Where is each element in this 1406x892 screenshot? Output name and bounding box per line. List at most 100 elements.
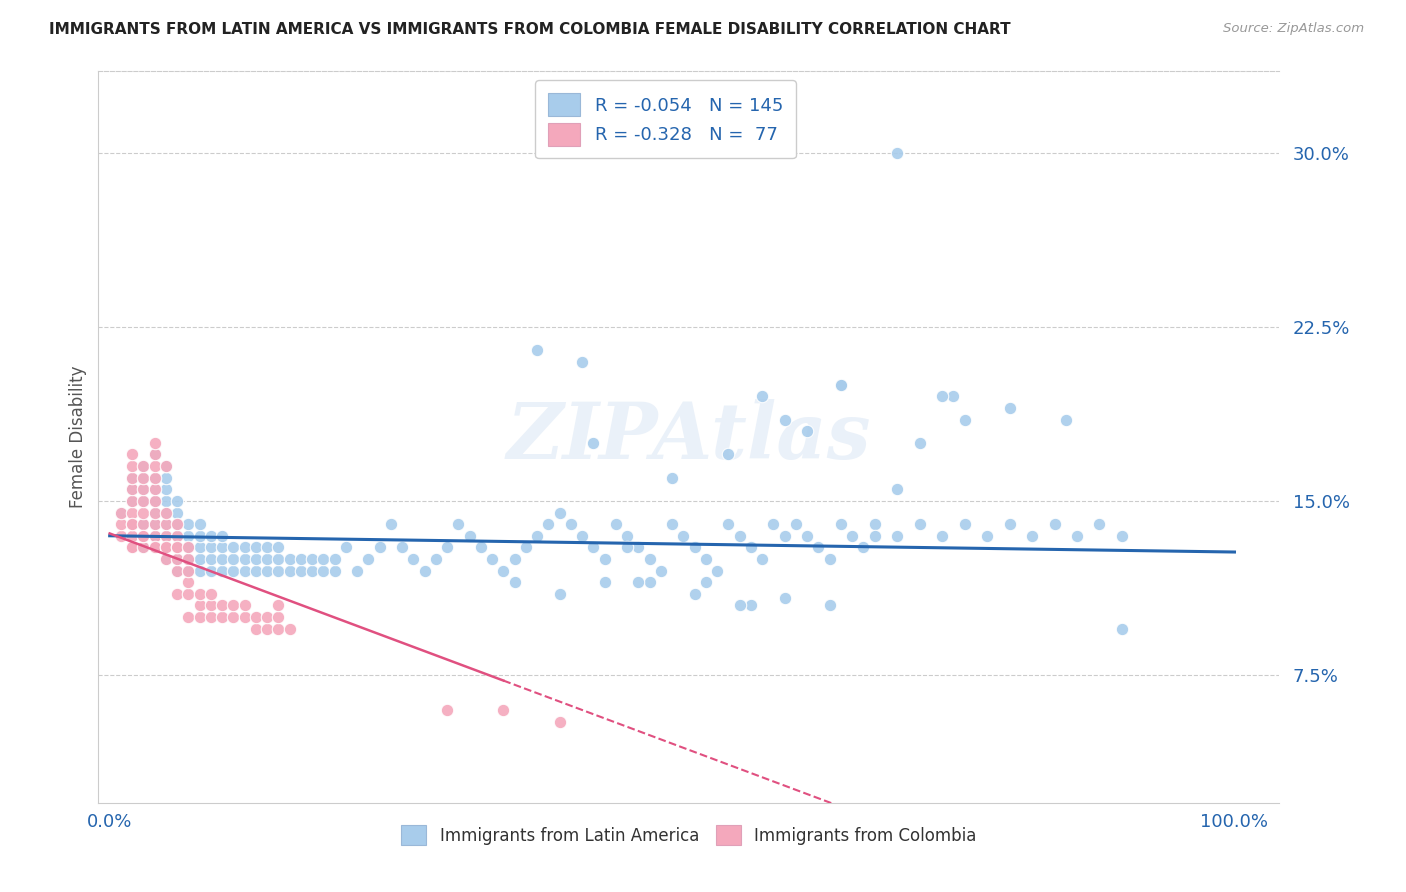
Point <box>638 575 661 590</box>
Point <box>807 541 830 555</box>
Point <box>818 599 841 613</box>
Point <box>155 483 177 497</box>
Point <box>166 564 188 578</box>
Point <box>312 564 335 578</box>
Point <box>267 541 290 555</box>
Point <box>425 552 447 566</box>
Point <box>222 541 245 555</box>
Point <box>773 591 796 606</box>
Text: ZIPAtlas: ZIPAtlas <box>506 399 872 475</box>
Point <box>503 552 526 566</box>
Point <box>391 541 413 555</box>
Point <box>121 506 143 520</box>
Point <box>132 494 155 508</box>
Point <box>166 529 188 543</box>
Point <box>908 436 931 450</box>
Point <box>166 541 188 555</box>
Point <box>481 552 503 566</box>
Point <box>548 587 571 601</box>
Point <box>852 541 875 555</box>
Point <box>121 471 143 485</box>
Point <box>492 564 515 578</box>
Point <box>166 587 188 601</box>
Point <box>143 517 166 532</box>
Point <box>661 517 683 532</box>
Point <box>177 552 200 566</box>
Point <box>121 541 143 555</box>
Point <box>785 517 807 532</box>
Point <box>1111 529 1133 543</box>
Point <box>200 541 222 555</box>
Point <box>638 552 661 566</box>
Point <box>706 564 728 578</box>
Point <box>155 459 177 474</box>
Point <box>166 494 188 508</box>
Point <box>200 564 222 578</box>
Point <box>931 529 953 543</box>
Point <box>301 552 323 566</box>
Point <box>200 587 222 601</box>
Point <box>323 552 346 566</box>
Point <box>818 552 841 566</box>
Point <box>582 541 605 555</box>
Point <box>267 552 290 566</box>
Point <box>166 506 188 520</box>
Point <box>143 517 166 532</box>
Point <box>278 552 301 566</box>
Point <box>121 483 143 497</box>
Point <box>661 471 683 485</box>
Point <box>278 622 301 636</box>
Point <box>245 552 267 566</box>
Point <box>188 610 211 624</box>
Point <box>121 517 143 532</box>
Point <box>132 483 155 497</box>
Point <box>177 541 200 555</box>
Point <box>143 506 166 520</box>
Point <box>188 541 211 555</box>
Point <box>211 529 233 543</box>
Point <box>121 471 143 485</box>
Point <box>155 459 177 474</box>
Point <box>143 541 166 555</box>
Point <box>166 552 188 566</box>
Point <box>177 610 200 624</box>
Point <box>886 529 908 543</box>
Point <box>121 494 143 508</box>
Point <box>155 517 177 532</box>
Point <box>188 599 211 613</box>
Point <box>526 529 548 543</box>
Point <box>132 541 155 555</box>
Point <box>571 354 593 368</box>
Point <box>841 529 863 543</box>
Point <box>132 483 155 497</box>
Point <box>143 471 166 485</box>
Point <box>222 599 245 613</box>
Point <box>155 506 177 520</box>
Point <box>593 552 616 566</box>
Point <box>267 564 290 578</box>
Point <box>155 517 177 532</box>
Point <box>627 541 650 555</box>
Point <box>256 541 278 555</box>
Point <box>166 517 188 532</box>
Point <box>177 564 200 578</box>
Point <box>695 552 717 566</box>
Point <box>166 541 188 555</box>
Point <box>143 506 166 520</box>
Point <box>200 552 222 566</box>
Point <box>751 389 773 403</box>
Point <box>110 529 132 543</box>
Point <box>245 610 267 624</box>
Point <box>233 564 256 578</box>
Point <box>222 564 245 578</box>
Point <box>290 564 312 578</box>
Point <box>740 541 762 555</box>
Point <box>773 412 796 426</box>
Point <box>121 459 143 474</box>
Point <box>132 517 155 532</box>
Point <box>762 517 785 532</box>
Point <box>143 459 166 474</box>
Point <box>132 529 155 543</box>
Point <box>301 564 323 578</box>
Point <box>503 575 526 590</box>
